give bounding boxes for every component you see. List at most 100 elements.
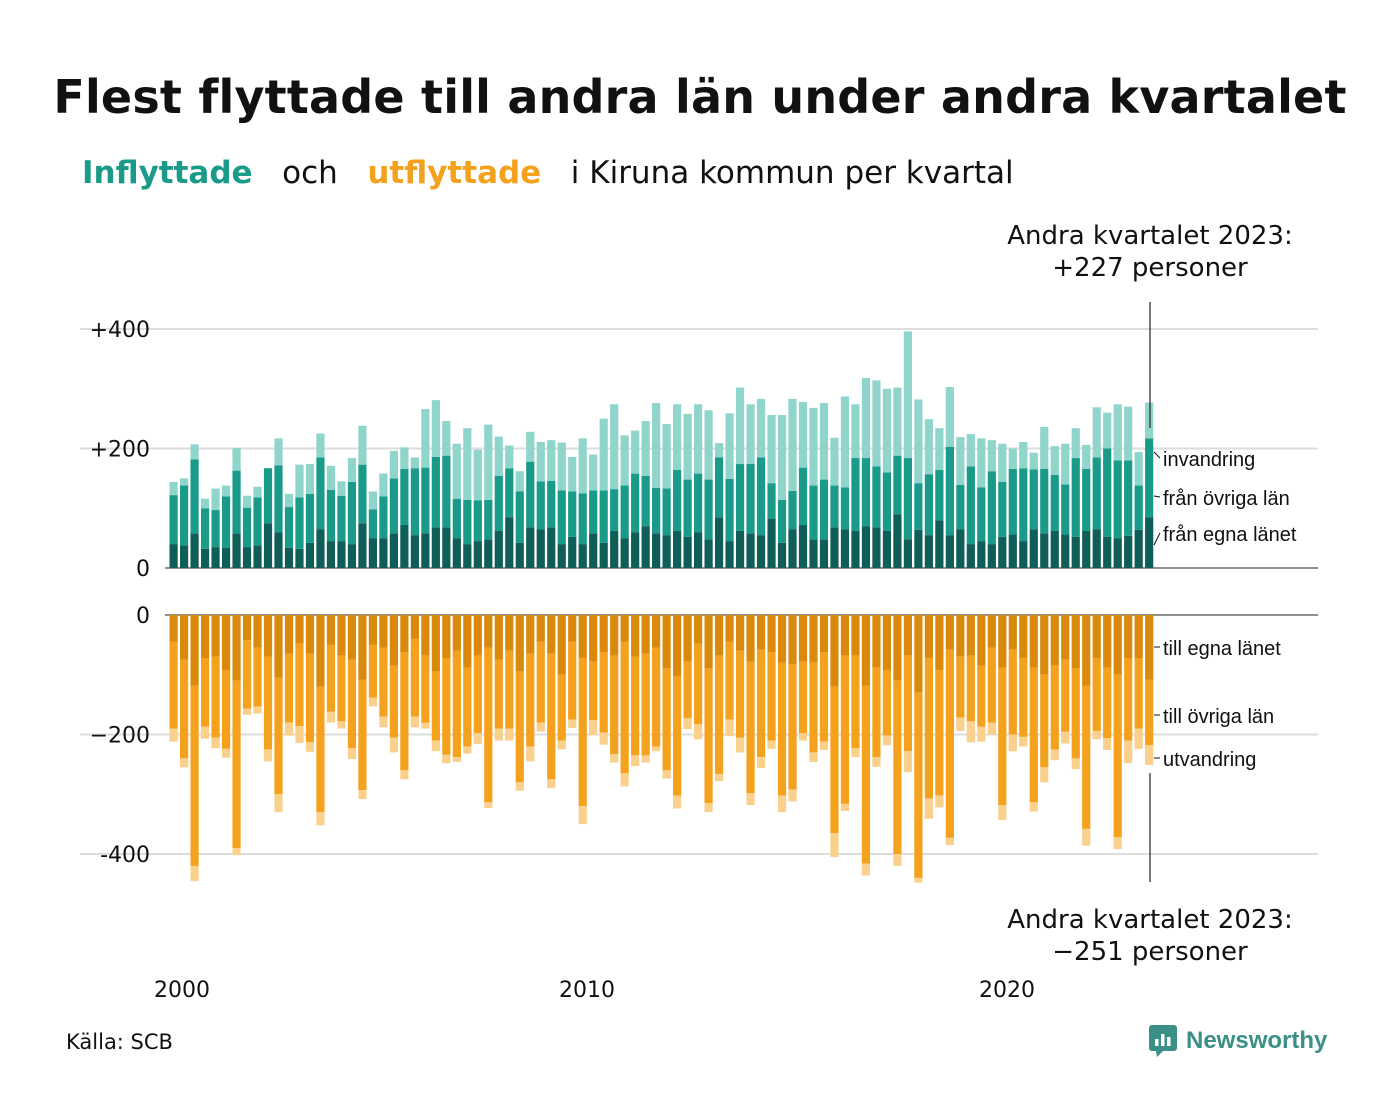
bar-out-ovriga-lan bbox=[452, 650, 461, 758]
lower-ytick-label: 0 bbox=[136, 604, 150, 629]
bar-out-egna-lanet bbox=[1050, 615, 1059, 666]
bar-utvandring bbox=[347, 748, 357, 759]
bar-utvandring bbox=[421, 722, 430, 729]
bar-in-egna-lanet bbox=[631, 532, 640, 568]
bar-invandring bbox=[484, 424, 493, 500]
bar-in-ovriga-lan bbox=[389, 478, 398, 534]
bar-utvandring bbox=[589, 720, 598, 736]
bar-in-ovriga-lan bbox=[578, 493, 587, 545]
bar-out-ovriga-lan bbox=[211, 656, 220, 738]
bar-in-egna-lanet bbox=[1113, 538, 1122, 568]
bar-utvandring bbox=[725, 719, 734, 737]
bar-out-ovriga-lan bbox=[473, 655, 482, 734]
bar-out-ovriga-lan bbox=[1071, 668, 1080, 759]
bar-utvandring bbox=[924, 798, 933, 819]
bar-invandring bbox=[746, 404, 755, 465]
bar-invandring bbox=[1071, 428, 1080, 459]
bar-utvandring bbox=[536, 722, 545, 732]
bar-out-ovriga-lan bbox=[809, 662, 818, 753]
bar-utvandring bbox=[1019, 736, 1028, 747]
bar-in-ovriga-lan bbox=[882, 472, 892, 531]
bar-out-ovriga-lan bbox=[526, 653, 535, 747]
bar-out-egna-lanet bbox=[746, 615, 755, 662]
bar-out-ovriga-lan bbox=[1008, 649, 1017, 735]
bar-out-egna-lanet bbox=[452, 615, 461, 651]
bar-out-egna-lanet bbox=[872, 615, 881, 668]
bar-out-egna-lanet bbox=[641, 615, 650, 654]
newsworthy-logo[interactable]: Newsworthy bbox=[1148, 1024, 1327, 1058]
bar-utvandring bbox=[505, 728, 514, 741]
upper-ytick-label: 0 bbox=[136, 557, 150, 582]
bar-in-ovriga-lan bbox=[274, 465, 283, 533]
bar-out-ovriga-lan bbox=[431, 671, 440, 741]
bar-out-ovriga-lan bbox=[1092, 658, 1101, 731]
bar-out-ovriga-lan bbox=[232, 680, 241, 849]
bar-invandring bbox=[316, 433, 325, 458]
bar-out-ovriga-lan bbox=[494, 659, 503, 729]
bar-out-ovriga-lan bbox=[893, 680, 902, 854]
bar-in-ovriga-lan bbox=[788, 490, 797, 530]
bar-invandring bbox=[242, 495, 252, 508]
bar-out-ovriga-lan bbox=[1145, 679, 1154, 746]
bar-out-egna-lanet bbox=[694, 615, 703, 644]
bar-utvandring bbox=[966, 721, 975, 743]
bar-out-ovriga-lan bbox=[200, 658, 210, 727]
bar-in-egna-lanet bbox=[882, 530, 892, 568]
bar-in-egna-lanet bbox=[777, 542, 787, 568]
bar-in-egna-lanet bbox=[473, 541, 482, 568]
bar-invandring bbox=[714, 443, 724, 458]
bar-invandring bbox=[851, 404, 860, 459]
bar-in-egna-lanet bbox=[190, 533, 199, 568]
bar-out-egna-lanet bbox=[1061, 615, 1070, 660]
bar-invandring bbox=[1103, 412, 1112, 449]
bar-out-ovriga-lan bbox=[1040, 674, 1049, 768]
bar-utvandring bbox=[798, 733, 808, 741]
bar-invandring bbox=[431, 400, 440, 457]
bar-out-ovriga-lan bbox=[956, 656, 965, 718]
bar-out-ovriga-lan bbox=[536, 641, 545, 723]
bar-in-ovriga-lan bbox=[536, 481, 545, 530]
bar-invandring bbox=[882, 388, 892, 473]
bar-in-ovriga-lan bbox=[305, 493, 315, 543]
bar-out-egna-lanet bbox=[956, 615, 965, 657]
bar-in-ovriga-lan bbox=[179, 485, 189, 546]
bar-out-ovriga-lan bbox=[903, 655, 912, 752]
upper-ytick-label: +400 bbox=[90, 318, 150, 343]
bar-in-egna-lanet bbox=[977, 541, 986, 568]
bar-utvandring bbox=[284, 722, 294, 736]
bar-invandring bbox=[232, 447, 241, 471]
bar-invandring bbox=[274, 438, 283, 466]
bar-in-ovriga-lan bbox=[998, 481, 1007, 537]
bar-invandring bbox=[389, 450, 398, 479]
bar-out-egna-lanet bbox=[578, 615, 587, 659]
bar-utvandring bbox=[389, 737, 398, 753]
bar-out-egna-lanet bbox=[442, 615, 451, 659]
bar-in-ovriga-lan bbox=[463, 499, 472, 545]
bar-utvandring bbox=[379, 716, 388, 728]
bar-out-ovriga-lan bbox=[242, 640, 252, 709]
bar-in-egna-lanet bbox=[1040, 533, 1049, 568]
bar-utvandring bbox=[263, 749, 273, 762]
bar-in-ovriga-lan bbox=[400, 468, 409, 525]
bar-in-egna-lanet bbox=[547, 527, 556, 568]
bar-out-ovriga-lan bbox=[263, 656, 273, 750]
bar-out-egna-lanet bbox=[977, 615, 986, 666]
bar-in-egna-lanet bbox=[746, 533, 755, 568]
bar-in-egna-lanet bbox=[735, 530, 745, 568]
bar-out-egna-lanet bbox=[253, 615, 262, 648]
bar-in-egna-lanet bbox=[400, 524, 409, 568]
bar-in-egna-lanet bbox=[568, 536, 577, 568]
bar-out-egna-lanet bbox=[547, 615, 556, 654]
bar-in-ovriga-lan bbox=[872, 466, 881, 528]
bar-out-egna-lanet bbox=[673, 615, 682, 676]
bar-out-egna-lanet bbox=[379, 615, 388, 648]
bar-out-egna-lanet bbox=[725, 615, 734, 642]
bar-utvandring bbox=[274, 794, 283, 813]
bar-in-ovriga-lan bbox=[337, 495, 346, 542]
bar-out-ovriga-lan bbox=[704, 668, 713, 804]
bar-in-egna-lanet bbox=[788, 529, 797, 568]
bar-in-egna-lanet bbox=[347, 544, 357, 568]
bar-utvandring bbox=[568, 719, 577, 728]
bar-invandring bbox=[987, 440, 996, 472]
